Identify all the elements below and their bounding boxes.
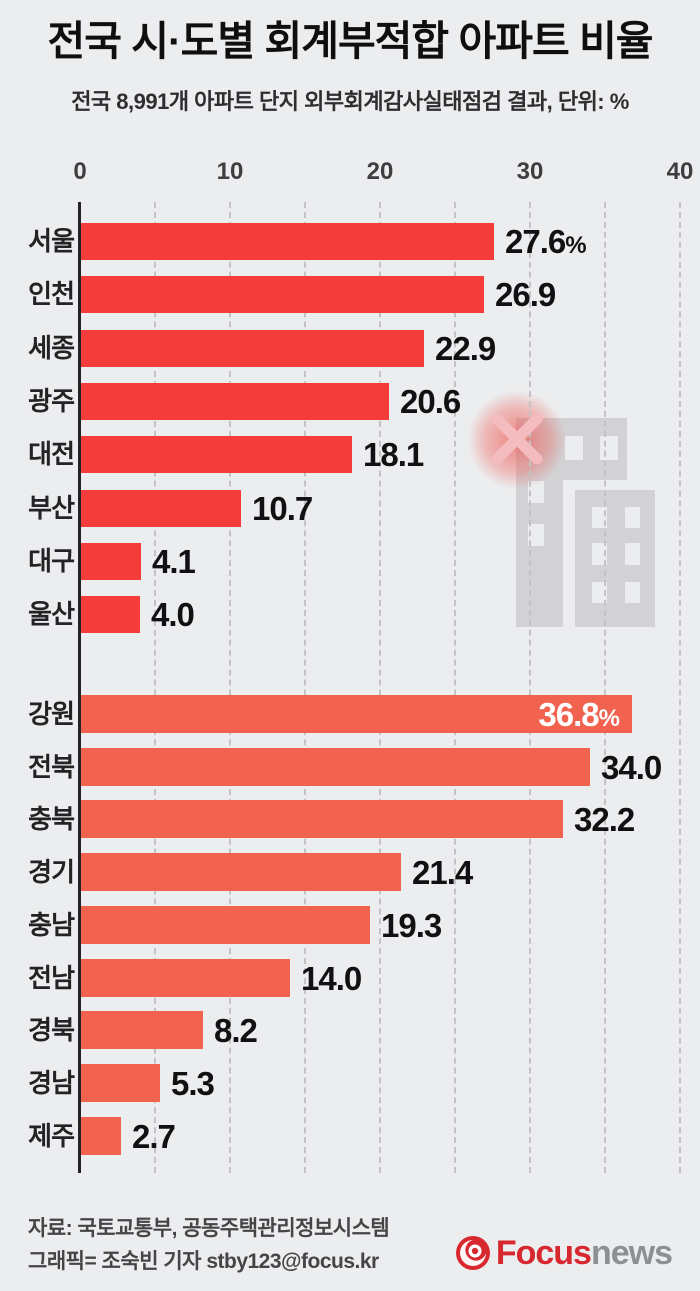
bar (81, 906, 370, 944)
x-axis-tick: 30 (516, 158, 544, 185)
category-label: 인천 (28, 279, 75, 309)
category-label: 경남 (28, 1068, 75, 1098)
value-label: 14.0 (301, 960, 362, 997)
gridline (454, 202, 456, 1173)
bar (81, 1117, 121, 1155)
category-label: 제주 (28, 1121, 75, 1151)
bar (81, 596, 140, 633)
value-label: 4.1 (152, 543, 196, 580)
gridline (154, 202, 156, 1173)
value-label: 2.7 (132, 1118, 176, 1155)
focus-news-logo: Focus news (455, 1234, 673, 1272)
value-label: 26.9 (495, 276, 556, 313)
value-label: 27.6% (505, 223, 587, 260)
bar (81, 853, 401, 891)
category-label: 전남 (28, 963, 75, 993)
x-axis-tick: 40 (666, 158, 694, 185)
logo-suffix-text: news (590, 1234, 673, 1272)
title-part-2: 회계부적합 아파트 (264, 18, 570, 64)
bar (81, 436, 352, 473)
x-axis-tick: 0 (73, 158, 87, 185)
category-label: 강원 (28, 699, 75, 729)
bar (81, 330, 424, 367)
gridline (229, 202, 231, 1173)
bar (81, 383, 389, 420)
value-label: 19.3 (381, 907, 442, 944)
value-label: 32.2 (574, 801, 635, 838)
footer-credits: 자료: 국토교통부, 공동주택관리정보시스템 그래픽= 조숙빈 기자 stby1… (28, 1212, 390, 1278)
bar (81, 276, 484, 313)
category-label: 부산 (28, 493, 75, 523)
category-label: 경북 (28, 1015, 75, 1045)
credit-line: 그래픽= 조숙빈 기자 stby123@focus.kr (28, 1250, 379, 1273)
x-cross-icon (491, 413, 543, 465)
value-label: 34.0 (601, 749, 662, 786)
gridline (679, 202, 681, 1173)
title-part-1: 전국 시·도별 (47, 18, 265, 64)
value-label: 4.0 (151, 596, 195, 633)
value-label: 10.7 (252, 490, 313, 527)
bar (81, 223, 494, 260)
bar (81, 1064, 160, 1102)
bar (81, 1011, 203, 1049)
bar (81, 695, 632, 733)
bar (81, 959, 290, 997)
category-label: 경기 (28, 857, 75, 887)
bar (81, 748, 590, 786)
title-part-3: 비율 (568, 18, 653, 64)
page-title: 전국 시·도별 회계부적합 아파트 비율 (0, 16, 700, 67)
bar (81, 543, 141, 580)
bar (81, 490, 241, 527)
focus-news-logo-icon (455, 1236, 490, 1270)
y-axis-line (78, 202, 81, 1173)
category-label: 울산 (28, 599, 75, 629)
value-label: 22.9 (435, 330, 496, 367)
bar (81, 800, 563, 838)
category-label: 충북 (28, 804, 75, 834)
gridline (379, 202, 381, 1173)
gridline (604, 202, 606, 1173)
value-label: 8.2 (214, 1012, 258, 1049)
value-label: 5.3 (171, 1065, 215, 1102)
gridline (529, 202, 531, 1173)
category-label: 대전 (28, 439, 75, 469)
category-label: 광주 (28, 386, 75, 416)
category-label: 서울 (28, 226, 75, 256)
category-label: 전북 (28, 752, 75, 782)
value-label: 18.1 (363, 436, 424, 473)
value-label: 21.4 (412, 854, 473, 891)
logo-brand-text: Focus (495, 1234, 592, 1272)
category-label: 충남 (28, 910, 75, 940)
value-label: 36.8% (538, 696, 620, 733)
source-line: 자료: 국토교통부, 공동주택관리정보시스템 (28, 1217, 390, 1240)
chart-subtitle: 전국 8,991개 아파트 단지 외부회계감사실태점검 결과, 단위: % (71, 89, 629, 114)
gridline (304, 202, 306, 1173)
category-label: 대구 (28, 546, 75, 576)
value-label: 20.6 (400, 383, 461, 420)
category-label: 세종 (28, 333, 75, 363)
percent-sign: % (565, 232, 586, 259)
percent-sign: % (598, 705, 620, 732)
x-axis-tick: 10 (216, 158, 244, 185)
x-axis-tick: 20 (366, 158, 394, 185)
